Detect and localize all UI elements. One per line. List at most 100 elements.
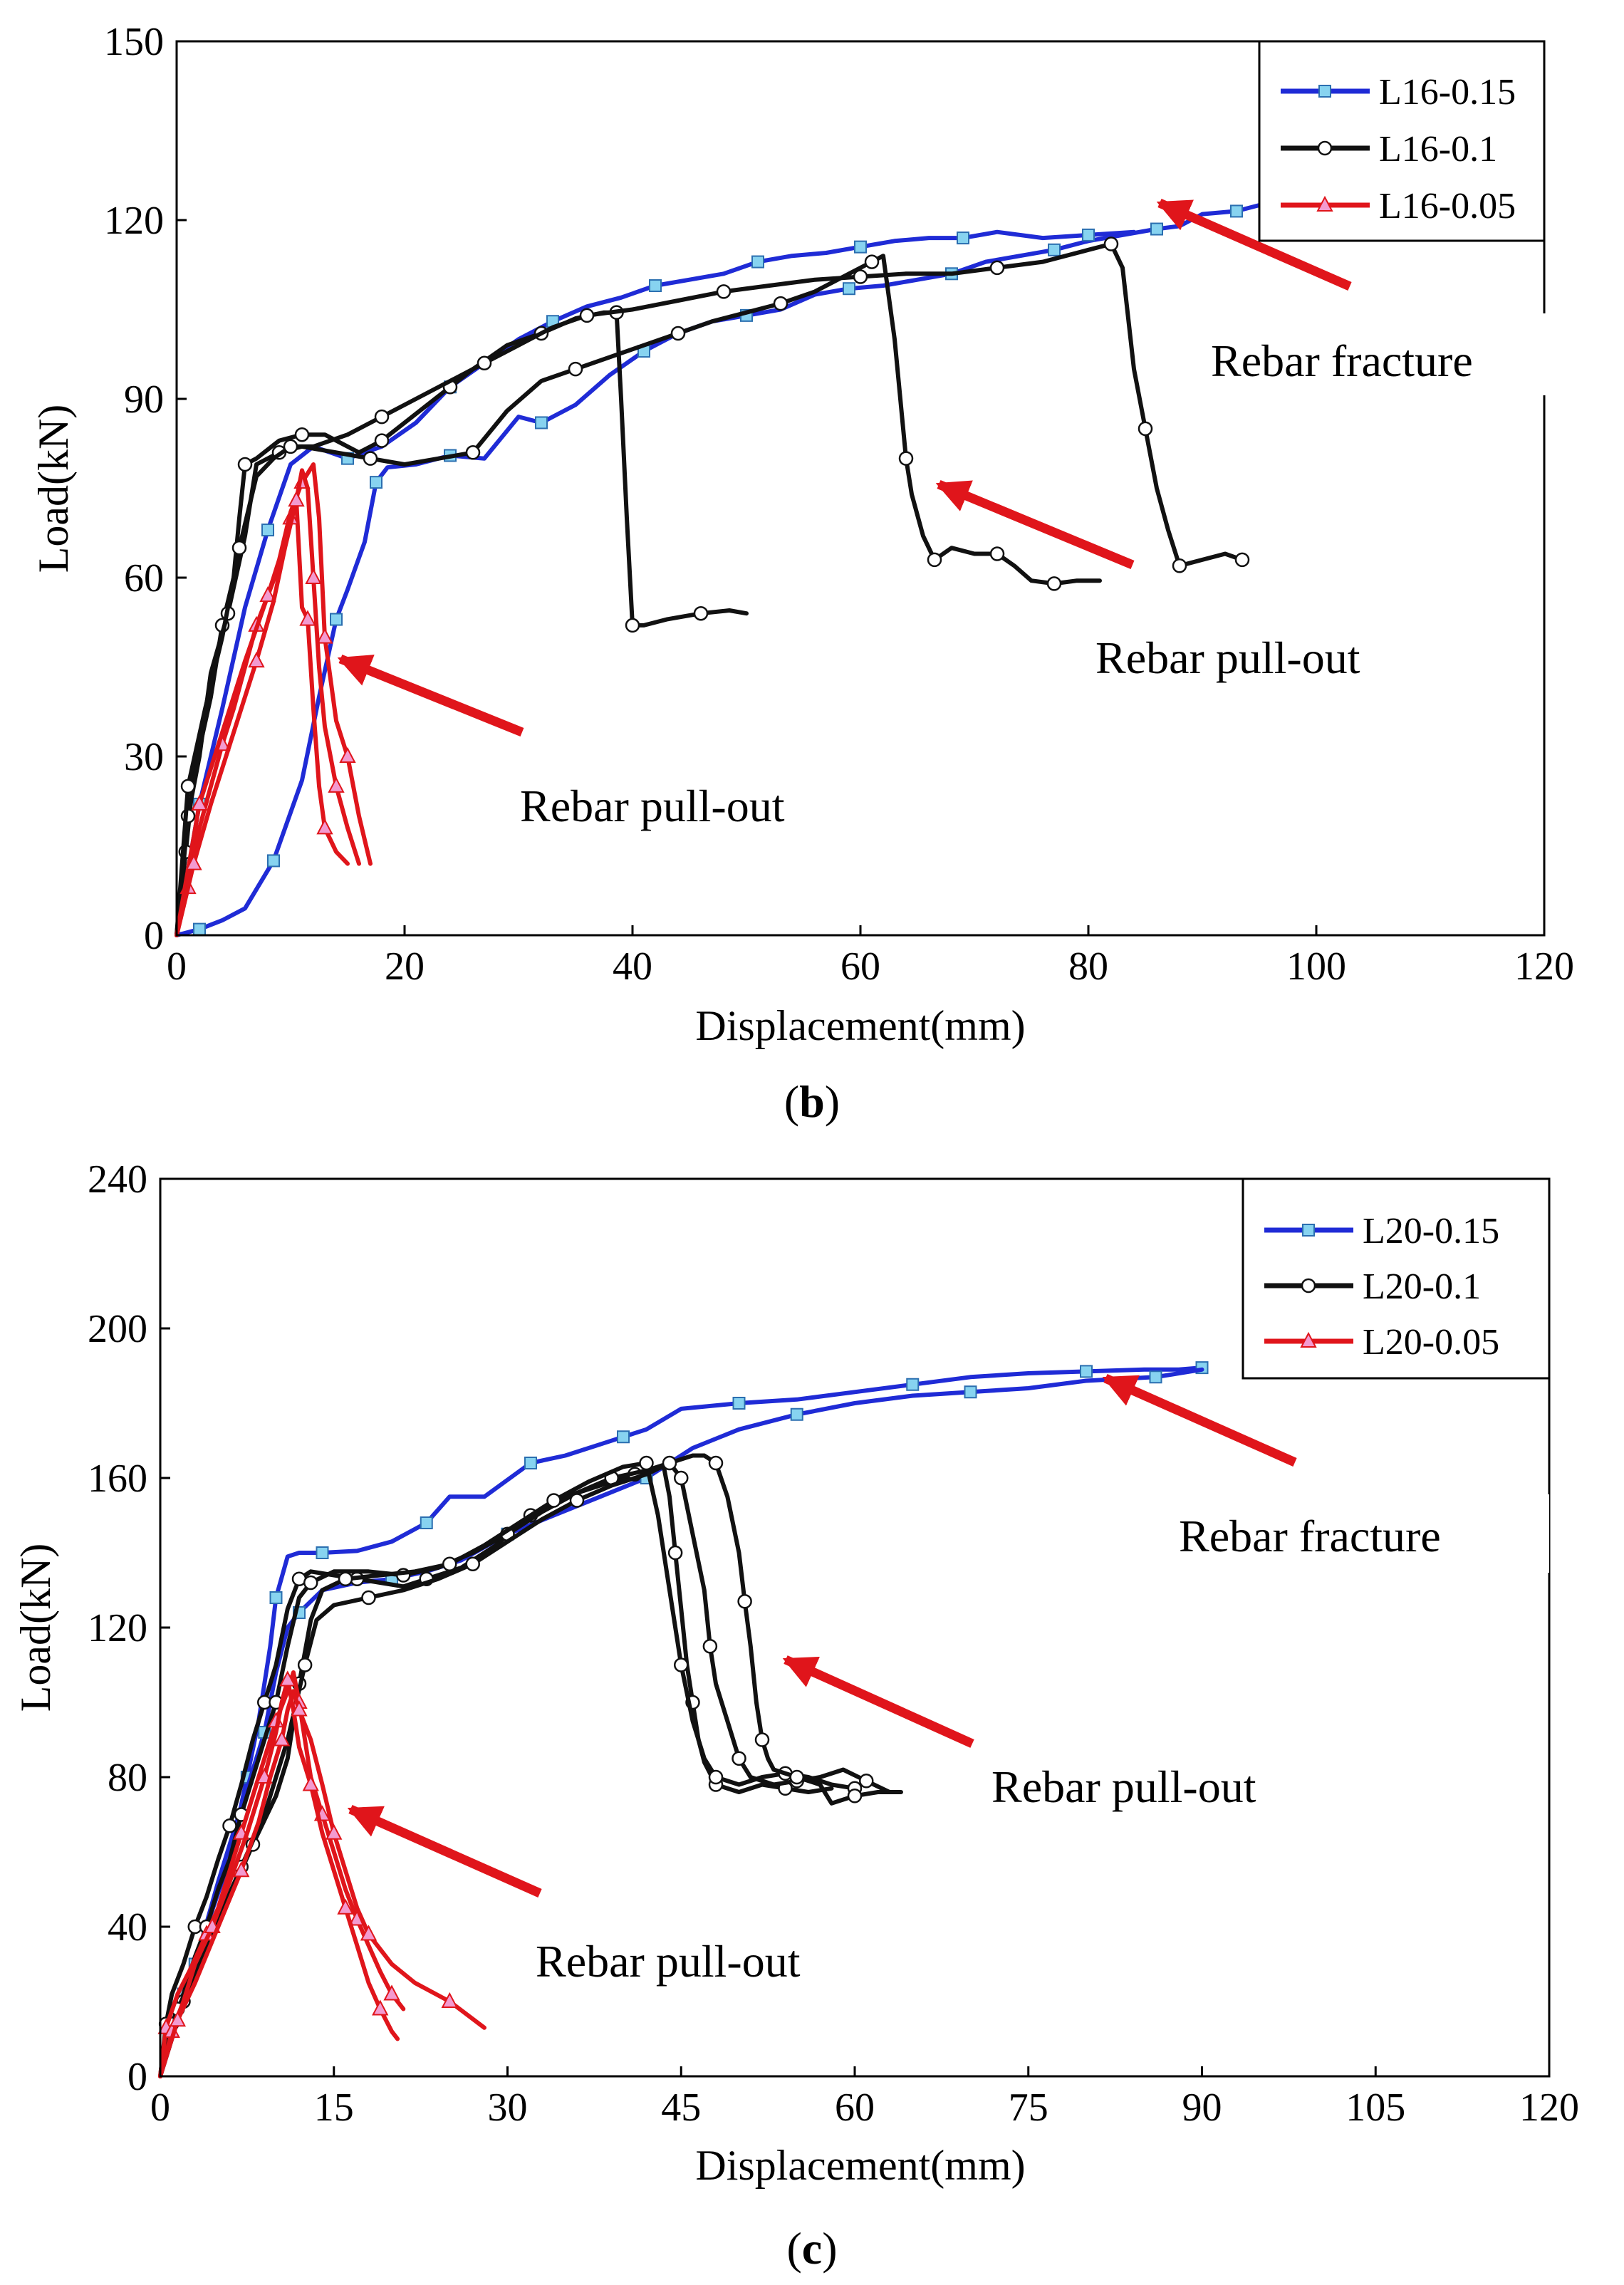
panel-b-data-point: [1103, 236, 1119, 251]
panel-c: 0 15 30 45 60 75 90 105 120 0 40 80 120 160 200 240 Dis…: [12, 1157, 1579, 2189]
panel-b-caption: (b): [784, 1076, 840, 1127]
panel-c-data-point: [906, 1378, 920, 1391]
panel-b-data-point: [374, 409, 390, 425]
panel-c-legend-box: [1242, 1177, 1551, 1380]
panel-b-arrow-rebar-fracture: [1156, 199, 1352, 291]
panel-c-annotation-rebar-pull-out-left: Rebar pull-out: [536, 1936, 801, 1987]
panel-b-x-tick-label: 80: [1068, 944, 1108, 989]
panel-c-data-point: [524, 1457, 537, 1469]
panel-c-y-tick-label: 200: [88, 1307, 147, 1351]
panel-b-data-point: [237, 457, 253, 472]
panel-b-y-tick-label: 30: [124, 735, 164, 779]
panel-b-annotation-bg: [1046, 613, 1473, 698]
panel-b-data-point: [299, 610, 316, 626]
panel-b-arrow-rebar-pull-out-left: [337, 654, 524, 737]
panel-b-data-point: [191, 794, 208, 811]
panel-c-data-point: [569, 1493, 585, 1508]
panel-b-curve-L16-0.05: [175, 468, 361, 937]
panel-b-data-point: [716, 284, 732, 299]
panel-b-y-tick-label: 150: [104, 20, 164, 64]
panel-c-data-point: [269, 1591, 283, 1604]
panel-b-ticks: 0 20 40 60 80 100 120 0 30 60 90 120 150: [104, 20, 1574, 989]
panel-b-x-tick-label: 0: [167, 944, 187, 989]
panel-c-annotation-bg: [944, 1744, 1385, 1829]
panel-c-data-point: [674, 1657, 689, 1672]
panel-c-y-tick-label: 240: [88, 1157, 147, 1202]
panel-c-data-point: [847, 1789, 863, 1803]
panel-c-data-point: [222, 1818, 237, 1833]
panel-b-data-point: [180, 779, 196, 794]
panel-c-data-point: [639, 1455, 654, 1471]
panel-c-data-point: [372, 1999, 389, 2016]
panel-c-data-point: [732, 1397, 746, 1410]
panel-b-data-point: [294, 427, 310, 442]
panel-c-legend-label-L20-0.1: L20-0.1: [1363, 1266, 1481, 1307]
panel-b-curve-L16-0.15: [175, 229, 1136, 937]
panel-b-data-point: [316, 628, 333, 644]
panel-b: 0 20 40 60 80 100 120 0 30 60 90 120 150 Displacemen…: [30, 20, 1574, 1049]
panel-b-legend-items: L16-0.15 L16-0.1 L16-0.05: [1281, 72, 1516, 227]
panel-c-data-point: [360, 1925, 378, 1941]
panel-b-y-tick-label: 90: [124, 378, 164, 422]
panel-c-data-point: [465, 1556, 480, 1571]
panel-c-x-axis-label: Displacement(mm): [695, 2142, 1025, 2189]
panel-c-data-point: [546, 1493, 561, 1508]
panel-b-legend-label-L16-0.05: L16-0.05: [1379, 186, 1516, 227]
panel-c-data-point: [383, 1984, 400, 2001]
panel-b-data-point: [670, 326, 686, 341]
panel-c-data-point: [420, 1516, 433, 1529]
panel-c-series-L20-0.05: [157, 1670, 486, 2078]
panel-b-data-point: [1234, 552, 1250, 568]
panel-b-series-L16-0.05: [175, 462, 373, 937]
panel-c-data-point: [303, 1575, 318, 1591]
panel-c-curves: [157, 1361, 1209, 2078]
panel-b-annotation-rebar-fracture: Rebar fracture: [1211, 335, 1473, 386]
panel-b-data-point: [927, 552, 942, 568]
panel-c-data-point: [708, 1455, 724, 1471]
panel-c-data-point: [302, 1775, 319, 1791]
panel-c-data-point: [291, 1700, 308, 1717]
panel-b-data-point: [283, 439, 298, 454]
panel-c-legend-label-L20-0.15: L20-0.15: [1363, 1211, 1499, 1251]
panel-b-data-point: [465, 445, 481, 460]
panel-c-data-point: [441, 1992, 458, 2008]
panel-b-data-point: [288, 491, 305, 507]
panel-c-annotation-rebar-pull-out-right: Rebar pull-out: [991, 1761, 1256, 1812]
panel-c-data-point: [674, 1470, 689, 1486]
panel-c-legend-marker-L20-0.1: [1301, 1278, 1316, 1294]
panel-b-y-tick-label: 60: [124, 556, 164, 600]
panel-b-data-point: [363, 451, 378, 466]
panel-b-data-point: [854, 240, 867, 254]
panel-c-y-tick-label: 80: [108, 1756, 147, 1800]
panel-c-x-tick-label: 75: [1009, 2086, 1048, 2130]
panel-c-curve-L20-0.1: [158, 1461, 857, 2078]
panel-c-data-point: [1149, 1370, 1162, 1384]
panel-b-data-point: [1046, 576, 1062, 591]
panel-b-x-tick-label: 100: [1286, 944, 1346, 989]
panel-b-data-point: [1172, 558, 1187, 573]
panel-c-data-point: [338, 1571, 353, 1586]
panel-b-data-point: [568, 361, 583, 377]
panel-c-data-point: [361, 1590, 376, 1605]
panel-c-x-tick-label: 45: [661, 2086, 701, 2130]
panel-c-legend-items: L20-0.15 L20-0.1 L20-0.05: [1264, 1211, 1499, 1363]
panel-b-data-point: [248, 651, 265, 668]
panel-c-y-tick-label: 120: [88, 1606, 147, 1650]
panel-c-x-tick-label: 60: [835, 2086, 875, 2130]
panel-b-curves: [175, 199, 1273, 937]
panel-c-x-tick-label: 15: [314, 2086, 354, 2130]
panel-b-annotations: Rebar fracture Rebar pull-out Rebar pull…: [337, 199, 1574, 848]
panel-c-legend-marker-L20-0.05: [1300, 1331, 1317, 1348]
panel-b-annotation-bg: [504, 766, 917, 848]
panel-b-data-point: [305, 568, 322, 584]
panel-c-y-axis-label: Load(kN): [12, 1544, 59, 1712]
panel-b-x-tick-label: 120: [1514, 944, 1574, 989]
panel-c-data-point: [859, 1774, 874, 1789]
panel-b-annotation-bg: [1204, 313, 1574, 395]
panel-c-data-point: [169, 2011, 187, 2027]
panel-b-annotation-rebar-pull-out-left: Rebar pull-out: [520, 781, 785, 831]
panel-b-data-point: [773, 296, 788, 311]
panel-c-x-tick-label: 30: [488, 2086, 528, 2130]
panel-b-data-point: [649, 279, 662, 293]
